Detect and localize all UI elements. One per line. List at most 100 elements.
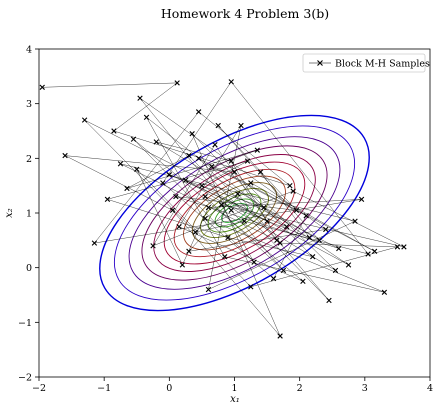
x-tick-label: 1: [231, 383, 237, 394]
sample-point: [261, 204, 267, 211]
sample-point: [371, 248, 378, 254]
x-tick-label: −1: [97, 383, 111, 394]
sample-point: [222, 254, 228, 260]
sample-point: [137, 95, 143, 101]
sample-point: [174, 80, 180, 86]
density-contour: [183, 175, 286, 251]
sample-point: [91, 240, 98, 246]
y-tick-label: −2: [18, 373, 32, 384]
sample-point: [238, 122, 244, 129]
sample-point: [111, 128, 117, 134]
sample-point: [316, 237, 322, 244]
sample-point: [248, 284, 254, 290]
sample-point: [62, 152, 68, 159]
x-tick-label: 0: [166, 383, 172, 394]
sample-point: [310, 254, 316, 260]
sample-point: [117, 161, 124, 167]
sample-point: [199, 182, 205, 189]
sample-point: [179, 262, 186, 268]
y-tick-label: 0: [26, 263, 32, 274]
sample-point: [215, 122, 221, 129]
plot-area: [39, 49, 430, 377]
sample-point: [274, 237, 280, 244]
density-contour: [99, 114, 370, 312]
sample-point: [130, 136, 137, 142]
chart-title: Homework 4 Problem 3(b): [161, 6, 329, 21]
sample-point: [39, 84, 45, 90]
sample-point: [104, 196, 111, 203]
sample-point: [81, 117, 88, 123]
sample-point: [394, 244, 401, 250]
y-tick-label: 1: [26, 209, 32, 220]
x-tick-label: −2: [32, 383, 46, 394]
sample-point: [264, 218, 270, 224]
sample-marker-layer: [39, 79, 407, 339]
y-axis-label: x₂: [4, 208, 15, 218]
sample-point: [153, 139, 159, 145]
sample-point: [143, 114, 150, 121]
x-tick-label: 4: [427, 383, 433, 394]
sample-point: [186, 152, 192, 159]
sample-point: [283, 223, 290, 230]
legend: Block M-H Samples: [302, 53, 430, 73]
density-contour: [173, 168, 296, 258]
sample-point: [365, 251, 371, 257]
legend-x-marker-icon: [317, 60, 323, 66]
contour-layer: [99, 114, 370, 312]
sample-point: [225, 234, 231, 241]
sample-point: [277, 333, 283, 339]
sample-point: [212, 141, 218, 148]
sample-trace-line: [42, 81, 405, 337]
sample-point: [300, 278, 306, 285]
sample-point: [150, 243, 156, 249]
sample-point: [257, 169, 264, 175]
sample-point: [186, 248, 192, 254]
y-axis: −2 −1 0 1 2 3 4: [18, 45, 39, 384]
sample-point: [189, 131, 195, 137]
sample-point: [124, 185, 130, 192]
sample-point: [166, 172, 173, 178]
sample-point: [182, 177, 189, 183]
sample-point: [326, 297, 332, 304]
sample-point: [195, 109, 202, 115]
sample-point: [336, 245, 342, 252]
sample-point: [280, 267, 287, 274]
sample-point: [228, 79, 234, 85]
sample-point: [306, 234, 313, 241]
sample-point: [228, 158, 234, 164]
sample-point: [176, 223, 182, 230]
sample-point: [231, 169, 238, 175]
x-tick-label: 2: [297, 383, 303, 394]
sample-point: [228, 207, 234, 213]
sample-trace-layer: [42, 81, 405, 337]
sample-point: [169, 207, 176, 213]
sample-point: [293, 207, 300, 213]
sample-point: [195, 155, 202, 162]
density-contour: [163, 161, 306, 265]
sample-point: [358, 196, 365, 203]
sample-point: [401, 244, 407, 250]
sample-point: [323, 226, 329, 233]
sample-point: [160, 180, 166, 186]
sample-point: [381, 289, 388, 295]
sample-point: [244, 158, 251, 164]
sample-point: [241, 218, 247, 224]
sample-point: [192, 229, 199, 235]
sample-point: [173, 193, 179, 200]
sample-point: [290, 188, 296, 194]
sample-point: [251, 259, 257, 265]
sample-point: [352, 218, 358, 224]
sample-point: [248, 180, 254, 186]
sample-point: [202, 215, 208, 222]
sample-point: [332, 267, 339, 274]
sample-point: [218, 202, 225, 208]
sample-point: [205, 286, 212, 293]
density-contour: [153, 154, 316, 272]
sample-point: [254, 147, 260, 153]
density-contour: [200, 188, 269, 238]
sample-point: [209, 163, 215, 170]
y-tick-label: −1: [18, 318, 32, 329]
x-axis: −2 −1 0 1 2 3 4: [32, 377, 433, 394]
x-axis-label: x₁: [230, 394, 240, 405]
